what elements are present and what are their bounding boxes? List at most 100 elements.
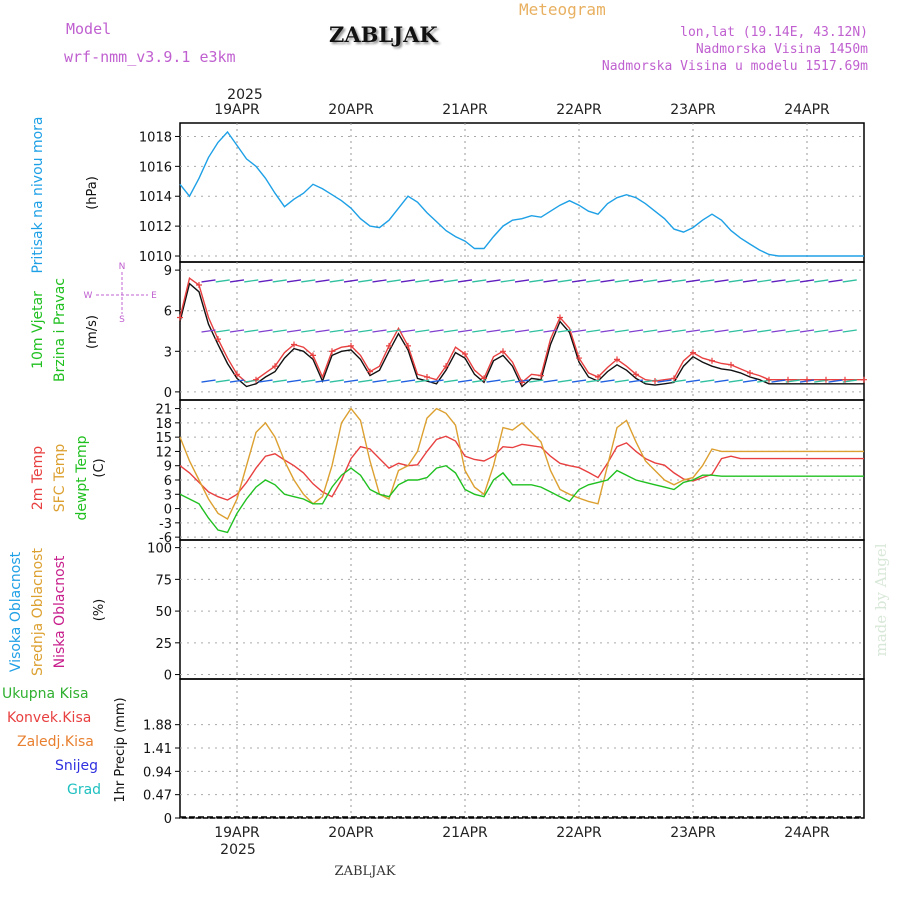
wind-barb (329, 329, 344, 333)
wind-barb (529, 279, 544, 283)
wind-barb (229, 329, 245, 333)
wind-barb (315, 279, 330, 283)
wind-barb (842, 329, 857, 333)
gust-marker (348, 342, 354, 349)
gust-marker (443, 363, 449, 370)
wind-barb (714, 329, 729, 333)
wind-barb (272, 379, 287, 383)
gust-marker (766, 376, 772, 383)
wind-barb (586, 329, 601, 333)
wind-barb (643, 279, 658, 283)
wind-barb (514, 279, 530, 283)
wind-barb (429, 379, 444, 383)
cloud-mid-label: Srednja Oblacnost (30, 548, 46, 676)
gust-marker (196, 282, 202, 288)
wind-barb (557, 329, 572, 333)
gust-marker (595, 374, 601, 380)
wind-barb (244, 329, 259, 333)
gust-marker (462, 351, 468, 357)
model-name: wrf-nmm_v3.9.1 e3km (64, 48, 236, 66)
cloud-frame (179, 539, 865, 680)
wind-barb (529, 379, 544, 383)
station-title: ZABLJAK (329, 22, 438, 47)
wind-barb (586, 379, 601, 383)
wind-compass: N S W E (84, 262, 158, 325)
wind-barb (272, 329, 287, 333)
y-tick-label: 12 (155, 445, 172, 460)
wind-label-2: Brzina i Pravac (52, 278, 68, 382)
wind-barb (600, 379, 615, 383)
temp-sfc-label: SFC Temp (52, 444, 68, 513)
series-line-sfc-temp (179, 407, 864, 520)
y-tick-label: 3 (164, 488, 172, 503)
wind-barb (700, 379, 715, 383)
coords-label: lon,lat (19.14E, 43.12N) (680, 25, 868, 40)
wind-barb (543, 379, 558, 383)
gust-marker (519, 379, 525, 386)
wind-barb (286, 279, 302, 283)
precip-legend-item: Konvek.Kisa (7, 710, 91, 726)
y-tick-label: 15 (155, 431, 172, 446)
cloud-panel: 0 25 50 75 100 (147, 539, 865, 684)
wind-barb (486, 329, 501, 333)
wind-barb (543, 279, 558, 283)
wind-barb (429, 329, 444, 333)
model-elevation-label: Nadmorska Visina u modelu 1517.69m (601, 59, 868, 74)
y-tick-label: 9 (164, 460, 172, 475)
y-tick-label: 0 (164, 812, 172, 827)
wind-barb (201, 329, 216, 333)
y-tick-label: 0 (164, 669, 172, 684)
gust-marker (861, 376, 867, 383)
wind-barb (229, 279, 245, 283)
wind-barb (571, 279, 587, 283)
series-line-2m-temp (179, 435, 864, 501)
cloud-high-label: Visoka Oblacnost (8, 551, 24, 672)
temp-2m-label: 2m Temp (30, 446, 46, 510)
gust-marker (690, 349, 696, 356)
wind-barb (828, 379, 843, 383)
wind-barb (215, 379, 230, 383)
wind-barb (728, 379, 743, 383)
y-tick-label: 21 (155, 403, 172, 418)
top-day-label: 20APR (328, 102, 374, 118)
wind-barb (201, 279, 216, 283)
wind-barb (386, 379, 401, 383)
precip-legend-item: Ukupna Kisa (2, 686, 89, 702)
y-tick-label: 50 (155, 605, 172, 620)
gust-marker (500, 348, 506, 355)
wind-barb (215, 279, 230, 283)
compass-s: S (119, 315, 125, 325)
wind-barb (358, 279, 373, 283)
gust-marker (804, 376, 810, 383)
wind-barb (543, 329, 558, 333)
wind-barb (329, 379, 344, 383)
gust-marker (576, 355, 582, 362)
top-day-label: 22APR (556, 102, 602, 118)
pressure-frame (179, 122, 865, 263)
bottom-day-label: 22APR (556, 825, 602, 841)
y-tick-label: 1.88 (143, 719, 172, 734)
footer-station: ZABLJAK (335, 864, 396, 879)
wind-barb (828, 329, 843, 333)
top-day-label: 23APR (670, 102, 716, 118)
temp-unit: (C) (92, 458, 107, 477)
y-tick-label: 1018 (139, 130, 172, 145)
gust-marker (785, 376, 791, 383)
y-tick-label: 0 (164, 503, 172, 518)
gust-marker (633, 371, 639, 378)
wind-barb (614, 329, 629, 333)
gust-marker (329, 348, 335, 355)
wind-barb (258, 279, 273, 283)
gust-marker (728, 361, 734, 368)
wind-barb (301, 329, 316, 333)
wind-barb (258, 329, 273, 333)
cloud-unit: (%) (92, 599, 107, 622)
y-tick-label: 1.41 (143, 742, 172, 757)
wind-barb (244, 279, 259, 283)
wind-barb (557, 379, 572, 383)
wind-barb (301, 279, 316, 283)
wind-barb (771, 279, 786, 283)
top-day-labels: 19APR 20APR 21APR 22APR 23APR 24APR (214, 102, 830, 118)
gust-marker (823, 376, 829, 383)
